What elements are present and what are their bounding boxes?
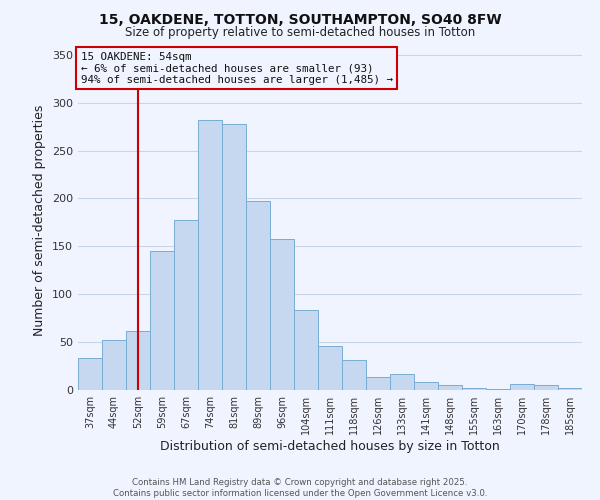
Bar [270, 238, 294, 390]
Bar [510, 384, 534, 390]
Bar [126, 330, 150, 390]
Bar [438, 385, 462, 390]
Bar [222, 124, 246, 390]
X-axis label: Distribution of semi-detached houses by size in Totton: Distribution of semi-detached houses by … [160, 440, 500, 453]
Bar [414, 382, 438, 390]
Bar [366, 376, 390, 390]
Text: Contains HM Land Registry data © Crown copyright and database right 2025.
Contai: Contains HM Land Registry data © Crown c… [113, 478, 487, 498]
Bar [246, 202, 270, 390]
Text: Size of property relative to semi-detached houses in Totton: Size of property relative to semi-detach… [125, 26, 475, 39]
Y-axis label: Number of semi-detached properties: Number of semi-detached properties [34, 104, 46, 336]
Bar [462, 388, 486, 390]
Bar [294, 310, 318, 390]
Bar [558, 388, 582, 390]
Bar [534, 385, 558, 390]
Bar [150, 251, 174, 390]
Bar [486, 389, 510, 390]
Text: 15, OAKDENE, TOTTON, SOUTHAMPTON, SO40 8FW: 15, OAKDENE, TOTTON, SOUTHAMPTON, SO40 8… [98, 12, 502, 26]
Bar [390, 374, 414, 390]
Text: 15 OAKDENE: 54sqm
← 6% of semi-detached houses are smaller (93)
94% of semi-deta: 15 OAKDENE: 54sqm ← 6% of semi-detached … [80, 52, 392, 85]
Bar [318, 346, 342, 390]
Bar [102, 340, 126, 390]
Bar [342, 360, 366, 390]
Bar [78, 358, 102, 390]
Bar [198, 120, 222, 390]
Bar [174, 220, 198, 390]
